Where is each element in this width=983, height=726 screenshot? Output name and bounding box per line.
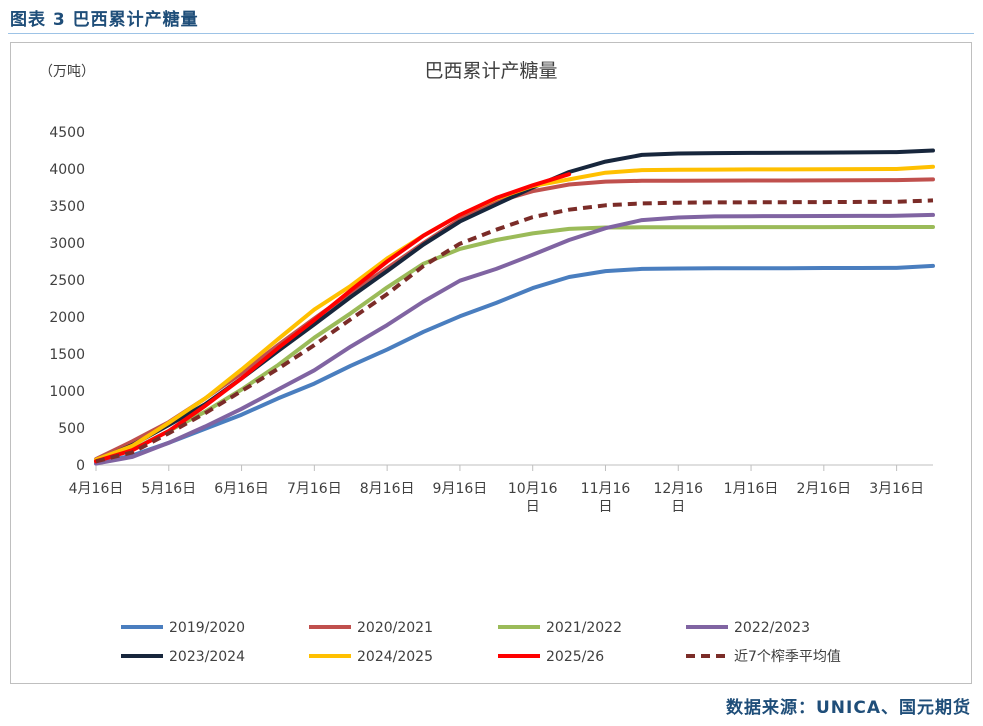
y-tick-label: 0 <box>76 458 85 474</box>
y-tick-label: 2000 <box>49 310 85 326</box>
legend-label: 2023/2024 <box>169 649 245 665</box>
series-line-2023-2024 <box>94 148 935 463</box>
x-tick-label: 8月16日 <box>360 481 415 497</box>
x-tick-label: 6月16日 <box>214 481 269 497</box>
figure-title: 图表 3 巴西累计产糖量 <box>10 10 199 30</box>
y-tick-label: 500 <box>58 421 85 437</box>
sugar-production-chart: 巴西累计产糖量 （万吨） 0 500 1000 1500 2000 2500 3000 350… <box>39 60 935 665</box>
x-tick-label: 1月16日 <box>724 481 779 497</box>
legend-item: 2020/2021 <box>309 620 433 636</box>
x-tick-label: 11月16 日 <box>581 481 631 515</box>
title-divider <box>8 33 974 34</box>
legend-item: 2025/26 <box>498 649 604 665</box>
x-tick-label: 9月16日 <box>433 481 488 497</box>
x-tick-label: 4月16日 <box>69 481 124 497</box>
legend-label: 2019/2020 <box>169 620 245 636</box>
y-tick-label: 3000 <box>49 236 85 252</box>
legend-item: 2023/2024 <box>121 649 245 665</box>
legend-label: 2020/2021 <box>357 620 433 636</box>
series-line-2025-26 <box>94 172 572 464</box>
series-line-2022-2023 <box>94 212 935 466</box>
series-line-2024-2025 <box>94 164 935 462</box>
legend-label: 2022/2023 <box>734 620 810 636</box>
y-axis-unit: （万吨） <box>39 64 95 80</box>
data-source-note: 数据来源：UNICA、国元期货 <box>726 698 971 718</box>
chart-title: 巴西累计产糖量 <box>424 60 557 82</box>
x-tick-label: 5月16日 <box>141 481 196 497</box>
legend-item: 2022/2023 <box>686 620 810 636</box>
y-tick-label: 4500 <box>49 125 85 141</box>
series-line-2019-2020 <box>94 263 935 466</box>
y-tick-label: 2500 <box>49 273 85 289</box>
x-tick-label: 2月16日 <box>796 481 851 497</box>
y-tick-label: 4000 <box>49 162 85 178</box>
y-tick-label: 1000 <box>49 384 85 400</box>
legend-item: 2019/2020 <box>121 620 245 636</box>
legend-item: 近7个榨季平均值 <box>686 648 841 665</box>
series-line-7 <box>95 198 934 464</box>
x-tick-label: 10月16 日 <box>508 481 558 515</box>
legend-label: 近7个榨季平均值 <box>734 648 841 665</box>
y-tick-label: 1500 <box>49 347 85 363</box>
legend-label: 2025/26 <box>546 649 604 665</box>
legend-label: 2024/2025 <box>357 649 433 665</box>
legend-label: 2021/2022 <box>546 620 622 636</box>
chart-frame: 巴西累计产糖量 （万吨） 0 500 1000 1500 2000 2500 3000 350… <box>10 42 972 684</box>
x-tick-label: 12月16 日 <box>653 481 703 515</box>
x-tick-label: 7月16日 <box>287 481 342 497</box>
legend-item: 2021/2022 <box>498 620 622 636</box>
legend-item: 2024/2025 <box>309 649 433 665</box>
y-tick-label: 3500 <box>49 199 85 215</box>
x-tick-label: 3月16日 <box>869 481 924 497</box>
